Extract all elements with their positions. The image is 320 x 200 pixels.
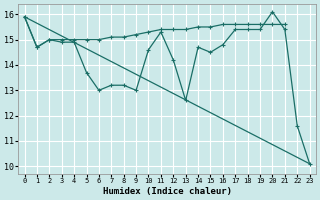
X-axis label: Humidex (Indice chaleur): Humidex (Indice chaleur) <box>103 187 232 196</box>
